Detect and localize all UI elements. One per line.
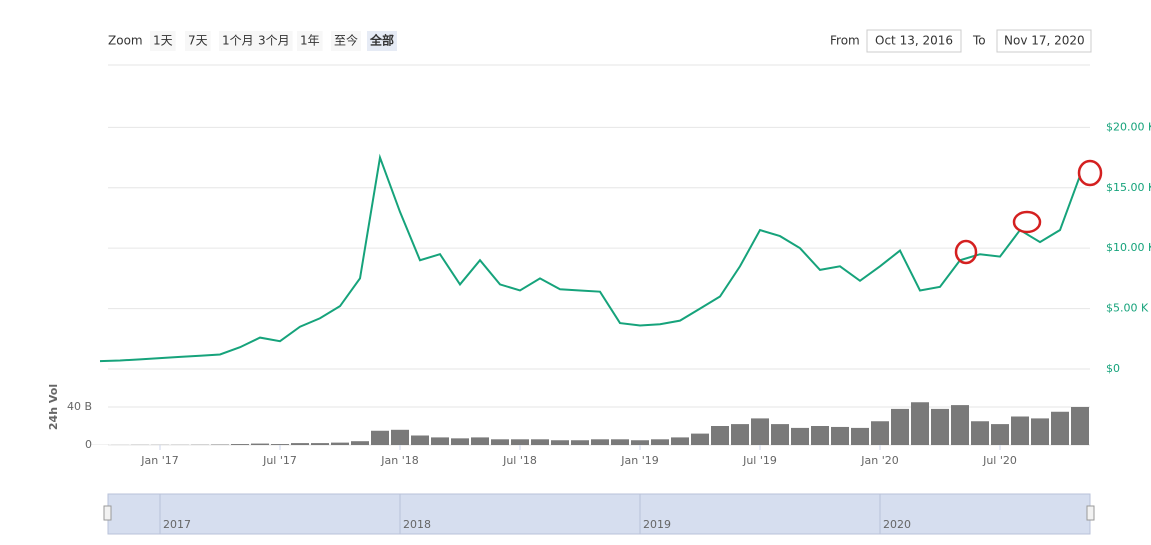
zoom-button-label[interactable]: 全部 <box>369 33 394 48</box>
zoom-button[interactable] <box>367 31 398 51</box>
highlight-circle <box>1077 159 1103 187</box>
zoom-button-label[interactable]: 1年 <box>300 34 320 48</box>
x-tick-label: Jan '18 <box>380 454 418 467</box>
volume-bar <box>1051 411 1069 445</box>
volume-bar <box>351 441 369 445</box>
volume-bar <box>511 439 529 445</box>
zoom-button-label[interactable]: 至今 <box>334 33 358 48</box>
volume-bar <box>651 439 669 445</box>
y-tick-label: $20.00 K <box>1106 120 1151 133</box>
x-tick-label: Jul '18 <box>502 454 537 467</box>
volume-bar <box>831 426 849 445</box>
volume-bar <box>971 421 989 445</box>
volume-bar <box>711 426 729 445</box>
navigator-label: 2020 <box>883 518 911 531</box>
volume-bar <box>271 444 289 445</box>
highlight-circle <box>1012 210 1042 234</box>
volume-bar <box>671 437 689 445</box>
x-tick-label: Jul '19 <box>742 454 777 467</box>
to-input[interactable] <box>996 29 1092 53</box>
x-tick-label: Jan '20 <box>860 454 898 467</box>
volume-bar <box>431 437 449 445</box>
y2-axis-label: 24h Vol <box>47 384 60 430</box>
volume-bar <box>871 421 889 445</box>
zoom-label: Zoom <box>108 34 143 48</box>
navigator-label: 2019 <box>643 518 671 531</box>
navigator-handle[interactable] <box>103 505 112 521</box>
volume-bar <box>331 442 349 445</box>
to-date[interactable]: Nov 17, 2020 <box>1004 34 1085 48</box>
volume-bar <box>931 408 949 445</box>
from-date[interactable]: Oct 13, 2016 <box>875 34 953 48</box>
x-tick-label: Jan '19 <box>620 454 658 467</box>
volume-bar <box>631 440 649 445</box>
y-tick-label: $5.00 K <box>1106 302 1149 315</box>
from-label: From <box>830 34 860 48</box>
volume-bar <box>691 433 709 445</box>
volume-bar <box>891 408 909 445</box>
to-label: To <box>972 34 986 48</box>
volume-bar <box>411 435 429 445</box>
navigator-handle[interactable] <box>1086 505 1095 521</box>
y-tick-label: $15.00 K <box>1106 181 1151 194</box>
zoom-button[interactable] <box>297 31 323 51</box>
volume-bar <box>851 427 869 445</box>
volume-bar <box>951 405 969 445</box>
navigator[interactable] <box>107 493 1091 535</box>
x-tick-label: Jan '17 <box>140 454 178 467</box>
volume-bar <box>751 418 769 445</box>
volume-bar <box>471 437 489 445</box>
highlight-circle <box>954 239 978 265</box>
volume-bar <box>251 443 269 445</box>
navigator-label: 2017 <box>163 518 191 531</box>
zoom-button-label[interactable]: 3个月 <box>258 34 290 48</box>
volume-bar <box>291 443 309 445</box>
volume-bar <box>451 438 469 445</box>
zoom-button-label[interactable]: 7天 <box>188 34 208 48</box>
volume-bar <box>791 427 809 445</box>
zoom-button[interactable] <box>219 31 257 51</box>
volume-bar <box>811 426 829 445</box>
zoom-button-label[interactable]: 1个月 <box>222 34 254 48</box>
y-tick-label: $0 <box>1106 362 1120 375</box>
zoom-button-label[interactable]: 1天 <box>153 34 173 48</box>
volume-bar <box>1071 407 1089 445</box>
volume-bar <box>491 439 509 445</box>
volume-bar <box>231 444 249 445</box>
volume-bar <box>771 424 789 445</box>
navigator-label: 2018 <box>403 518 431 531</box>
volume-bar <box>591 439 609 445</box>
volume-bar <box>1031 418 1049 445</box>
volume-bar <box>991 424 1009 445</box>
y-tick-label: $10.00 K <box>1106 241 1151 254</box>
volume-bar <box>311 443 329 445</box>
zoom-button[interactable] <box>150 31 176 51</box>
x-tick-label: Jul '17 <box>262 454 297 467</box>
volume-bar <box>531 439 549 445</box>
volume-bar <box>551 440 569 445</box>
x-tick-label: Jul '20 <box>982 454 1017 467</box>
volume-bar <box>731 424 749 445</box>
volume-bar <box>1011 416 1029 445</box>
zoom-button[interactable] <box>255 31 293 51</box>
volume-bar <box>391 429 409 445</box>
y2-tick-label: 40 B <box>67 400 92 413</box>
zoom-button[interactable] <box>185 31 211 51</box>
volume-bar <box>611 439 629 445</box>
y2-tick-label: 0 <box>85 438 92 451</box>
zoom-button[interactable] <box>331 31 362 51</box>
volume-bar <box>371 430 389 445</box>
price-line <box>99 153 1081 363</box>
from-input[interactable] <box>866 29 962 53</box>
volume-bar <box>911 402 929 445</box>
volume-bar <box>571 440 589 445</box>
